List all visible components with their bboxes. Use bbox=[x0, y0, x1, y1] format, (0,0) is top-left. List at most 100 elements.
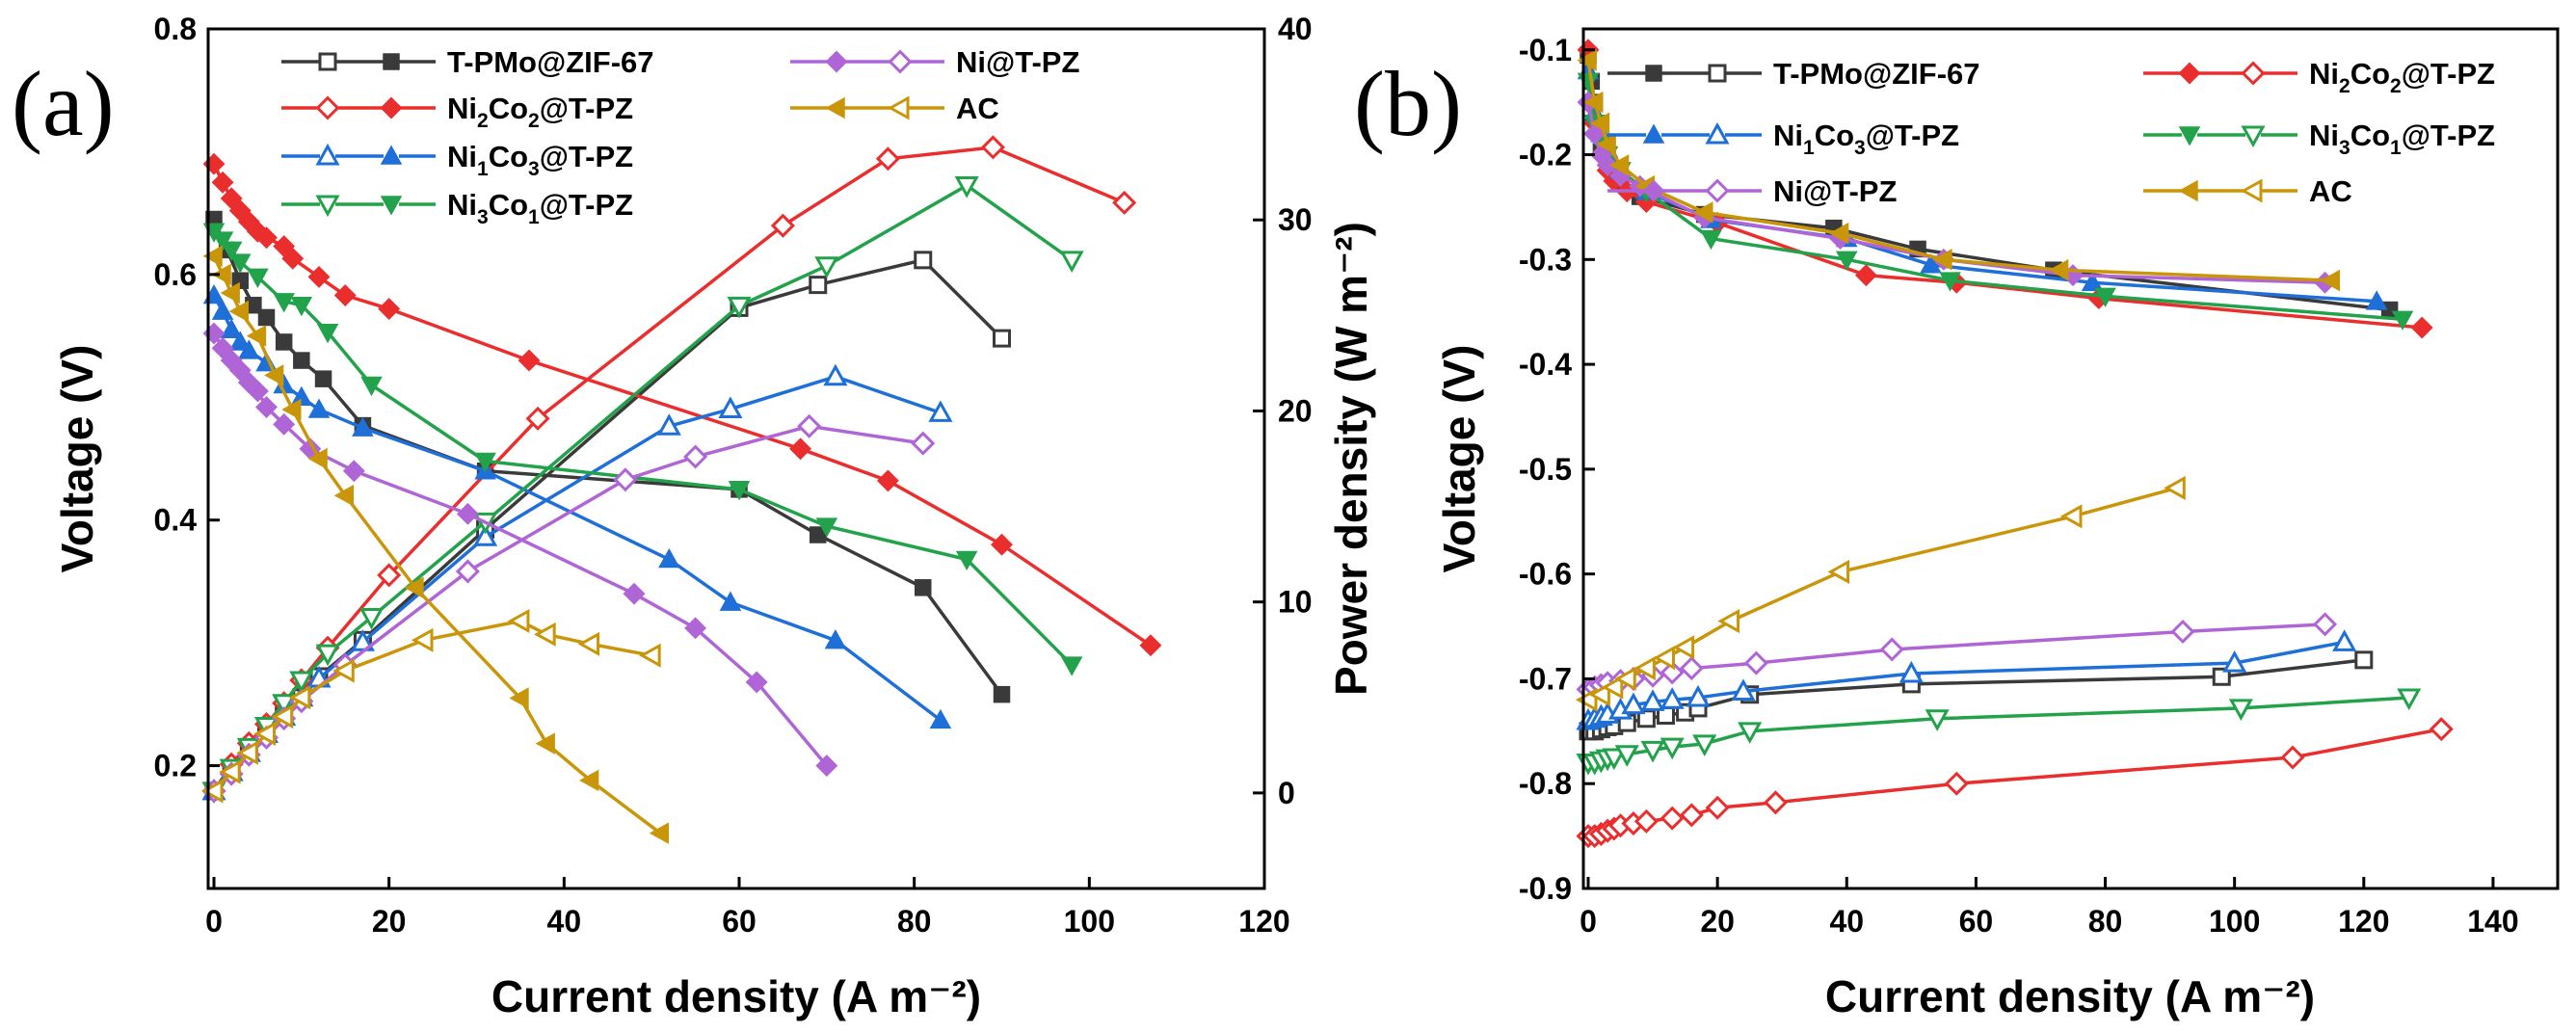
panel-b-legend-label-ni1co3-t-pz: Ni1Co3@T-PZ bbox=[1773, 119, 1959, 159]
panel-b-ni1co3-t-pz-cathode-point-8 bbox=[1686, 684, 1711, 707]
panel-b-x-tick-label-60: 60 bbox=[1959, 904, 1994, 939]
panel-a-ni2co2-t-pz-power-point-8 bbox=[525, 406, 550, 431]
panel-a-x-tick-label-60: 60 bbox=[722, 904, 757, 939]
panel-a-ni1co3-t-pz-voltage-point-7 bbox=[290, 385, 313, 407]
panel-a-ni1co3-t-pz-voltage-point-11 bbox=[658, 547, 680, 569]
panel-b-ac-cathode-point-5 bbox=[1653, 646, 1675, 671]
panel-b-x-tick-label-100: 100 bbox=[2209, 904, 2260, 939]
panel-a-ac-voltage-point-8 bbox=[333, 484, 354, 507]
panel-b-label: (b) bbox=[1354, 52, 1462, 155]
panel-b-ni-t-pz-cathode-point-12 bbox=[2313, 612, 2338, 637]
panel-a-y2-tick-label-40: 40 bbox=[1278, 12, 1313, 46]
panel-b-legend-marker-1a bbox=[2178, 62, 2201, 85]
panel-a-x-axis-label: Current density (A m⁻²) bbox=[491, 971, 981, 1021]
panel-a-ni1co3-t-pz-voltage-point-12 bbox=[719, 591, 742, 611]
panel-b-ac-anode-point-6 bbox=[1693, 201, 1713, 224]
panel-a-ac-voltage-point-9 bbox=[404, 576, 424, 599]
panel-b-y-tick-label--0.6: -0.6 bbox=[1519, 557, 1572, 592]
panel-a-ac-power-point-6 bbox=[332, 658, 355, 683]
panel-a-ni3co1-t-pz-voltage-point-1 bbox=[211, 231, 234, 252]
panel-a-ac-voltage-point-11 bbox=[535, 732, 555, 755]
panel-a-y-axis-label: Voltage (V) bbox=[52, 345, 102, 573]
panel-a-ni1co3-t-pz-voltage-point-14 bbox=[929, 708, 952, 729]
panel-a-legend-label-ni-t-pz: Ni@T-PZ bbox=[956, 45, 1079, 79]
panel-b-legend-label-t-pmo-zif-67: T-PMo@ZIF-67 bbox=[1773, 57, 1980, 91]
panel-b-ac-cathode-point-7 bbox=[1717, 609, 1740, 634]
panel-a-ni3co1-t-pz-voltage-point-5 bbox=[273, 293, 295, 313]
panel-b-ni2co2-t-pz-cathode-point-7 bbox=[1633, 808, 1659, 834]
panel-b-ni1co3-t-pz-anode-point-8 bbox=[1920, 253, 1942, 274]
panel-b-legend-marker-3a bbox=[2178, 126, 2201, 146]
panel-a-ac-voltage-point-13 bbox=[649, 822, 669, 844]
panel-a-ni3co1-t-pz-voltage-point-2 bbox=[220, 241, 243, 261]
panel-b-x-tick-label-120: 120 bbox=[2338, 904, 2389, 939]
panel-b-ni-t-pz-cathode-point-7 bbox=[1660, 660, 1685, 685]
panel-a-ni3co1-t-pz-power-point-6 bbox=[315, 644, 340, 667]
panel-a-legend-marker-2a bbox=[315, 143, 340, 166]
panel-b-legend-marker-2a bbox=[1642, 123, 1665, 144]
panel-b-y-tick-label--0.1: -0.1 bbox=[1519, 33, 1572, 67]
panel-a-ac-voltage-point-12 bbox=[579, 769, 599, 792]
panel-b-ni2co2-t-pz-cathode-point-10 bbox=[1705, 795, 1730, 820]
panel-b-ni-t-pz-anode-point-1 bbox=[1583, 122, 1607, 146]
panel-a-ni2co2-t-pz-voltage-point-8 bbox=[281, 247, 305, 270]
panel-a-ni2co2-t-pz-power-point-9 bbox=[770, 213, 795, 238]
panel-a-t-pmo-zif-67-power-point-12 bbox=[993, 329, 1011, 348]
panel-b-ni2co2-t-pz-cathode-point-11 bbox=[1763, 790, 1789, 815]
panel-a-ni2co2-t-pz-voltage-line bbox=[212, 163, 1152, 648]
panel-a-ac-voltage-point-7 bbox=[307, 447, 328, 470]
panel-a-t-pmo-zif-67-power-point-11 bbox=[914, 251, 933, 270]
panel-a-y2-tick-label-30: 30 bbox=[1278, 202, 1313, 237]
panel-a-ni-t-pz-voltage-point-14 bbox=[815, 755, 838, 778]
panel-b-ac-cathode-point-8 bbox=[1827, 559, 1850, 585]
panel-a-ni1co3-t-pz-power-point-10 bbox=[718, 396, 743, 418]
panel-a-t-pmo-zif-67-power-point-10 bbox=[809, 276, 828, 295]
panel-a-legend-marker-2b bbox=[380, 145, 403, 165]
panel-a-ni3co1-t-pz-power-point-9 bbox=[727, 296, 752, 319]
panel-a-ni2co2-t-pz-voltage-point-16 bbox=[1139, 634, 1162, 657]
panel-b-ni3co1-t-pz-cathode-point-12 bbox=[2397, 688, 2422, 711]
panel-a-x-tick-label-80: 80 bbox=[897, 904, 932, 939]
panel-a-legend-label-ni3co1-t-pz: Ni3Co1@T-PZ bbox=[447, 188, 633, 228]
panel-b-legend-marker-0a bbox=[1645, 65, 1662, 82]
panel-a-ac-power-point-9 bbox=[534, 622, 556, 647]
panel-a-t-pmo-zif-67-voltage-point-4 bbox=[257, 308, 276, 327]
panel-a-ni3co1-t-pz-voltage-point-8 bbox=[360, 376, 383, 397]
panel-b-ni1co3-t-pz-anode-point-9 bbox=[2081, 271, 2104, 291]
panel-b-ni2co2-t-pz-cathode-point-14 bbox=[2429, 717, 2454, 742]
panel-b-ni3co1-t-pz-cathode-point-10 bbox=[1925, 709, 1950, 731]
panel-a-ni3co1-t-pz-power-point-4 bbox=[272, 694, 297, 716]
panel-a-legend-entry-ni2co2-t-pz: Ni2Co2@T-PZ bbox=[281, 92, 633, 132]
panel-b-ni3co1-t-pz-cathode-point-8 bbox=[1692, 734, 1717, 756]
panel-a-legend-marker-1a bbox=[315, 95, 340, 120]
panel-b-ac-anode-point-2 bbox=[1589, 112, 1610, 135]
panel-a-ni1co3-t-pz-voltage-point-9 bbox=[352, 416, 374, 437]
panel-a-ac-voltage-point-10 bbox=[509, 687, 529, 709]
panel-b-ni1co3-t-pz-cathode-point-12 bbox=[2332, 629, 2357, 651]
panel-a-ni3co1-t-pz-power-point-12 bbox=[1059, 251, 1084, 273]
panel-a-ac-power-point-8 bbox=[507, 608, 530, 634]
panel-a-ac-power-point-3 bbox=[253, 721, 276, 746]
panel-b-legend-marker-3b bbox=[2241, 125, 2266, 148]
panel-a-ni-t-pz-voltage-point-11 bbox=[623, 582, 646, 605]
panel-a-legend-marker-5a bbox=[825, 96, 845, 119]
panel-b-ni3co1-t-pz-cathode-point-6 bbox=[1640, 740, 1665, 763]
panel-b-ac-cathode-point-4 bbox=[1633, 656, 1656, 681]
panel-a-ni1co3-t-pz-voltage-point-1 bbox=[211, 300, 234, 320]
panel-a-legend-label-ac: AC bbox=[956, 92, 999, 125]
panel-b-legend-marker-4b bbox=[1705, 178, 1730, 203]
panel-a-ni1co3-t-pz-power-point-9 bbox=[656, 413, 681, 436]
panel-a-ac-power-point-1 bbox=[219, 759, 241, 784]
panel-a-ac-voltage-point-0 bbox=[202, 245, 223, 268]
panel-b-ni1co3-t-pz-cathode-point-9 bbox=[1731, 678, 1756, 701]
panel-b-ni3co1-t-pz-anode-point-6 bbox=[1700, 229, 1722, 251]
panel-b-legend-entry-ni3co1-t-pz: Ni3Co1@T-PZ bbox=[2143, 119, 2495, 159]
panel-a-legend: T-PMo@ZIF-67 Ni2Co2@T-PZ Ni1Co3@T-PZ Ni3Co1… bbox=[281, 45, 1079, 228]
panel-b-ni-t-pz-cathode-point-11 bbox=[2170, 619, 2195, 645]
panel-b-legend-marker-5a bbox=[2178, 179, 2198, 202]
panel-a-legend-label-t-pmo-zif-67: T-PMo@ZIF-67 bbox=[447, 45, 654, 79]
panel-b-ac-cathode-point-6 bbox=[1672, 635, 1695, 660]
panel-b-ni3co1-t-pz-cathode-point-5 bbox=[1614, 745, 1639, 767]
panel-a-ni2co2-t-pz-voltage-point-5 bbox=[246, 220, 269, 243]
panel-b-legend-entry-ni-t-pz: Ni@T-PZ bbox=[1607, 174, 1897, 208]
